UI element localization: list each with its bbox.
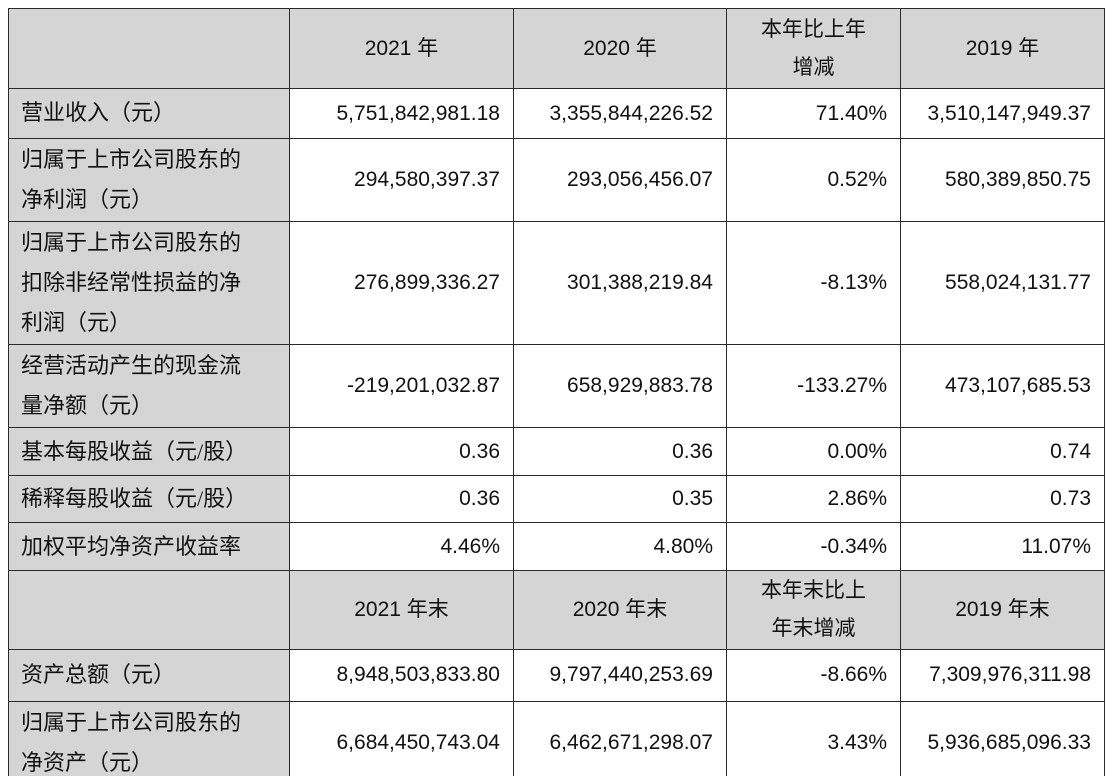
financial-summary-table: 2021 年 2020 年 本年比上年 增减 2019 年 营业收入（元） 5,… [8, 8, 1105, 776]
header-blank-cell [8, 8, 290, 89]
value-change: -133.27% [726, 344, 901, 429]
value-2021: 4.46% [289, 522, 514, 572]
value-2020: 0.35 [513, 475, 727, 524]
table-row-basic-eps: 基本每股收益（元/股） 0.36 0.36 0.00% 0.74 [8, 427, 1105, 477]
value-2021: 5,751,842,981.18 [289, 88, 514, 139]
value-2020: 9,797,440,253.69 [513, 648, 727, 702]
table-row-total-assets: 资产总额（元） 8,948,503,833.80 9,797,440,253.6… [8, 648, 1105, 702]
value-2020: 4.80% [513, 522, 727, 572]
value-2019: 0.73 [900, 475, 1105, 524]
value-change: -0.34% [726, 522, 901, 572]
header-2021: 2021 年 [289, 8, 514, 89]
row-label: 加权平均净资产收益率 [8, 522, 290, 572]
value-2020: 0.36 [513, 427, 727, 477]
value-change: 0.00% [726, 427, 901, 477]
value-2019: 11.07% [900, 522, 1105, 572]
table-row-operating-cash-flow: 经营活动产生的现金流 量净额（元） -219,201,032.87 658,92… [8, 344, 1105, 429]
header-blank-cell [8, 570, 290, 650]
row-label: 资产总额（元） [8, 648, 290, 702]
header-2021-yearend: 2021 年末 [289, 570, 514, 650]
value-2019: 580,389,850.75 [900, 137, 1105, 223]
value-2019: 3,510,147,949.37 [900, 88, 1105, 139]
row-label: 基本每股收益（元/股） [8, 427, 290, 477]
value-change: -8.66% [726, 648, 901, 702]
header-2020-yearend: 2020 年末 [513, 570, 727, 650]
value-2021: -219,201,032.87 [289, 344, 514, 429]
value-2021: 276,899,336.27 [289, 221, 514, 346]
row-label: 归属于上市公司股东的 扣除非经常性损益的净 利润（元） [8, 221, 290, 346]
header-yearend-change: 本年末比上 年末增减 [726, 570, 901, 650]
value-change: 71.40% [726, 88, 901, 139]
row-label: 营业收入（元） [8, 88, 290, 139]
value-2019: 7,309,976,311.98 [900, 648, 1105, 702]
row-label: 归属于上市公司股东的 净资产（元） [8, 700, 290, 776]
value-2021: 6,684,450,743.04 [289, 700, 514, 776]
value-2020: 301,388,219.84 [513, 221, 727, 346]
table-row-net-profit-excl-nonrecurring: 归属于上市公司股东的 扣除非经常性损益的净 利润（元） 276,899,336.… [8, 221, 1105, 346]
value-2020: 658,929,883.78 [513, 344, 727, 429]
value-2019: 558,024,131.77 [900, 221, 1105, 346]
value-2020: 293,056,456.07 [513, 137, 727, 223]
value-2020: 3,355,844,226.52 [513, 88, 727, 139]
value-change: -8.13% [726, 221, 901, 346]
value-change: 2.86% [726, 475, 901, 524]
row-label: 稀释每股收益（元/股） [8, 475, 290, 524]
value-2020: 6,462,671,298.07 [513, 700, 727, 776]
value-2019: 5,936,685,096.33 [900, 700, 1105, 776]
value-change: 3.43% [726, 700, 901, 776]
table-row-net-assets: 归属于上市公司股东的 净资产（元） 6,684,450,743.04 6,462… [8, 700, 1105, 776]
header-yoy-change: 本年比上年 增减 [726, 8, 901, 89]
value-2021: 294,580,397.37 [289, 137, 514, 223]
header-2019: 2019 年 [900, 8, 1105, 89]
value-2019: 0.74 [900, 427, 1105, 477]
table-row-revenue: 营业收入（元） 5,751,842,981.18 3,355,844,226.5… [8, 88, 1105, 139]
header-2020: 2020 年 [513, 8, 727, 89]
header-2019-yearend: 2019 年末 [900, 570, 1105, 650]
value-2021: 0.36 [289, 427, 514, 477]
value-2019: 473,107,685.53 [900, 344, 1105, 429]
value-2021: 8,948,503,833.80 [289, 648, 514, 702]
header-row-annual: 2021 年 2020 年 本年比上年 增减 2019 年 [8, 8, 1105, 89]
table-row-weighted-avg-roe: 加权平均净资产收益率 4.46% 4.80% -0.34% 11.07% [8, 522, 1105, 572]
header-row-yearend: 2021 年末 2020 年末 本年末比上 年末增减 2019 年末 [8, 570, 1105, 650]
value-change: 0.52% [726, 137, 901, 223]
table-row-net-profit: 归属于上市公司股东的 净利润（元） 294,580,397.37 293,056… [8, 137, 1105, 223]
table-row-diluted-eps: 稀释每股收益（元/股） 0.36 0.35 2.86% 0.73 [8, 475, 1105, 524]
row-label: 经营活动产生的现金流 量净额（元） [8, 344, 290, 429]
row-label: 归属于上市公司股东的 净利润（元） [8, 137, 290, 223]
value-2021: 0.36 [289, 475, 514, 524]
